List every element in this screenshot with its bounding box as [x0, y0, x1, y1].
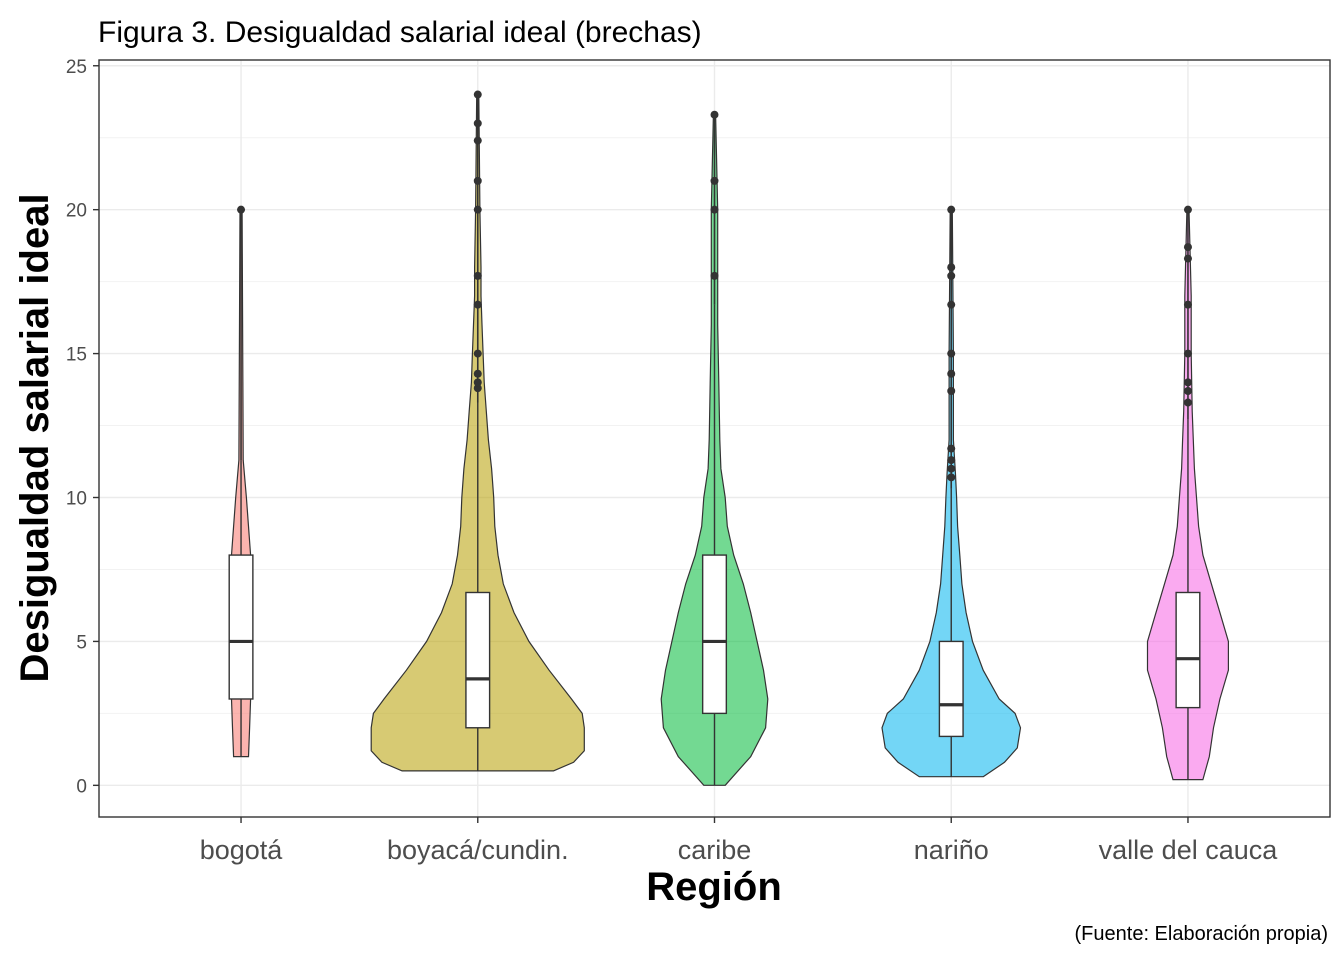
- y-axis-title: Desigualdad salarial ideal: [13, 193, 57, 682]
- outlier-point: [473, 176, 482, 185]
- x-tick-label: boyacá/cundin.: [387, 835, 569, 865]
- outlier-point: [710, 176, 719, 185]
- outlier-point: [473, 205, 482, 214]
- boxplot-layer: [228, 90, 1201, 786]
- outlier-point: [947, 205, 956, 214]
- outlier-point: [1183, 205, 1192, 214]
- outlier-point: [1183, 398, 1192, 407]
- violin-layer: [229, 93, 1229, 786]
- y-axis: 0 5 10 15 20 25: [66, 57, 99, 797]
- outlier-point: [1183, 378, 1192, 387]
- outlier-point: [947, 464, 956, 473]
- outlier-point: [473, 300, 482, 309]
- outlier-point: [947, 473, 956, 482]
- outlier-point: [473, 90, 482, 99]
- outlier-point: [473, 136, 482, 145]
- outlier-point: [473, 378, 482, 387]
- outlier-point: [710, 110, 719, 119]
- x-tick-label: nariño: [914, 835, 989, 865]
- outlier-point: [1183, 349, 1192, 358]
- outlier-point: [1183, 300, 1192, 309]
- outlier-point: [473, 369, 482, 378]
- outlier-point: [1183, 243, 1192, 252]
- outlier-point: [947, 444, 956, 453]
- x-tick-label: caribe: [678, 835, 752, 865]
- outlier-point: [1183, 387, 1192, 396]
- outlier-point: [473, 271, 482, 280]
- box: [1175, 591, 1201, 709]
- outlier-point: [947, 387, 956, 396]
- outlier-point: [947, 300, 956, 309]
- y-tick-label: 15: [66, 345, 87, 366]
- outlier-point: [947, 271, 956, 280]
- box: [701, 554, 728, 715]
- chart-title: Figura 3. Desigualdad salarial ideal (br…: [98, 16, 702, 49]
- y-tick-label: 20: [66, 201, 87, 222]
- box: [465, 591, 491, 729]
- y-tick-label: 10: [66, 489, 87, 510]
- x-axis: bogotá boyacá/cundin. caribe nariño valle de…: [200, 817, 1279, 865]
- outlier-point: [473, 349, 482, 358]
- outlier-point: [473, 119, 482, 128]
- outlier-point: [473, 384, 482, 393]
- chart-caption: (Fuente: Elaboración propia): [1075, 923, 1328, 945]
- x-tick-label: valle del cauca: [1099, 835, 1279, 865]
- outlier-point: [947, 456, 956, 465]
- y-tick-label: 25: [66, 57, 87, 78]
- outlier-point: [237, 205, 246, 214]
- outlier-point: [710, 205, 719, 214]
- outlier-point: [1183, 254, 1192, 263]
- box: [938, 640, 964, 738]
- y-tick-label: 0: [76, 776, 87, 797]
- box: [228, 554, 254, 700]
- outlier-point: [947, 369, 956, 378]
- x-tick-label: bogotá: [200, 835, 284, 865]
- y-tick-label: 5: [76, 632, 87, 653]
- outlier-point: [710, 271, 719, 280]
- outlier-point: [947, 263, 956, 272]
- outlier-point: [947, 349, 956, 358]
- x-axis-title: Región: [646, 865, 782, 909]
